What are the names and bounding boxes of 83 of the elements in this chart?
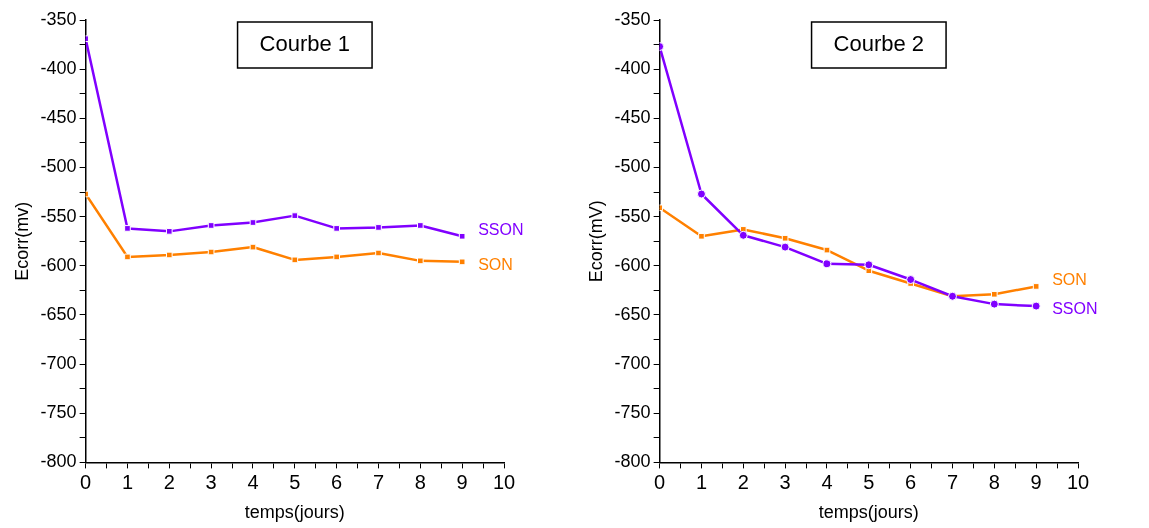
y-tick-label: -450 — [614, 107, 651, 128]
point — [458, 232, 466, 240]
x-tick-label: 1 — [695, 470, 708, 493]
x-tick-label: 4 — [821, 470, 833, 493]
point — [823, 246, 831, 254]
x-tick-label: 6 — [331, 470, 343, 493]
x-tick-label: 1 — [121, 470, 134, 493]
point — [124, 253, 131, 261]
y-tick-label: -600 — [40, 254, 77, 275]
y-axis-title: Ecorr(mV) — [585, 200, 606, 283]
y-tick-label: -400 — [614, 58, 651, 79]
x-tick-label: 10 — [1066, 470, 1090, 493]
point — [417, 257, 424, 265]
x-axis-title: temps(jours) — [244, 502, 345, 523]
y-axis-title: Ecorr(mv) — [11, 201, 32, 281]
point — [207, 248, 215, 256]
point — [822, 259, 832, 269]
point — [291, 212, 299, 219]
x-axis-title: temps(jours) — [818, 502, 919, 523]
point — [165, 251, 173, 259]
y-tick-label: -450 — [40, 107, 77, 128]
point — [124, 225, 131, 232]
y-tick-label: -550 — [614, 205, 651, 226]
y-tick-label: -400 — [40, 58, 77, 79]
series-label: SSON — [478, 220, 524, 238]
y-tick-label: -750 — [40, 402, 77, 423]
point — [249, 219, 257, 226]
x-tick-label: 2 — [163, 470, 175, 493]
y-tick-label: -750 — [614, 402, 651, 423]
point — [989, 299, 999, 309]
point — [417, 222, 424, 229]
y-tick-label: -700 — [40, 353, 77, 374]
point — [698, 232, 705, 240]
point — [165, 228, 173, 235]
point — [864, 260, 874, 270]
point — [333, 253, 340, 261]
point — [780, 242, 790, 252]
y-tick-label: -350 — [614, 8, 651, 29]
y-tick-label: -700 — [614, 353, 651, 374]
y-tick-label: -600 — [614, 254, 651, 275]
x-tick-label: 4 — [247, 470, 259, 493]
x-tick-label: 0 — [654, 470, 666, 493]
point — [781, 234, 789, 242]
point — [991, 290, 998, 298]
x-tick-label: 2 — [737, 470, 749, 493]
point — [458, 258, 466, 266]
y-tick-label: -650 — [614, 303, 651, 324]
x-tick-label: 8 — [414, 470, 426, 493]
y-tick-label: -500 — [40, 156, 77, 177]
y-tick-label: -800 — [40, 451, 77, 472]
series-label: SON — [1052, 270, 1087, 288]
point — [291, 256, 299, 264]
point — [249, 243, 257, 251]
text: Courbe 1 — [259, 31, 351, 57]
point — [906, 275, 916, 285]
x-tick-label: 6 — [905, 470, 917, 493]
x-tick-label: 7 — [946, 470, 959, 493]
point — [375, 224, 382, 231]
x-tick-label: 9 — [456, 470, 468, 493]
y-tick-label: -550 — [40, 205, 77, 226]
point — [1032, 283, 1040, 290]
point — [207, 222, 215, 229]
x-tick-label: 10 — [492, 470, 516, 493]
x-tick-label: 8 — [988, 470, 1000, 493]
x-tick-label: 5 — [863, 470, 875, 493]
series-label: SSON — [1052, 300, 1098, 318]
x-tick-label: 9 — [1030, 470, 1042, 493]
y-tick-label: -500 — [614, 156, 651, 177]
point — [696, 189, 706, 199]
point — [1031, 301, 1041, 311]
y-tick-label: -350 — [40, 8, 77, 29]
point — [375, 249, 382, 257]
x-tick-label: 7 — [372, 470, 385, 493]
point — [333, 225, 340, 232]
x-tick-label: 3 — [779, 470, 791, 493]
y-tick-label: -650 — [40, 303, 77, 324]
y-tick-label: -800 — [614, 451, 651, 472]
text: Courbe 2 — [833, 31, 925, 57]
series-label: SON — [478, 256, 513, 274]
x-tick-label: 5 — [289, 470, 301, 493]
x-tick-label: 0 — [80, 470, 92, 493]
point — [738, 230, 748, 240]
x-tick-label: 3 — [205, 470, 217, 493]
